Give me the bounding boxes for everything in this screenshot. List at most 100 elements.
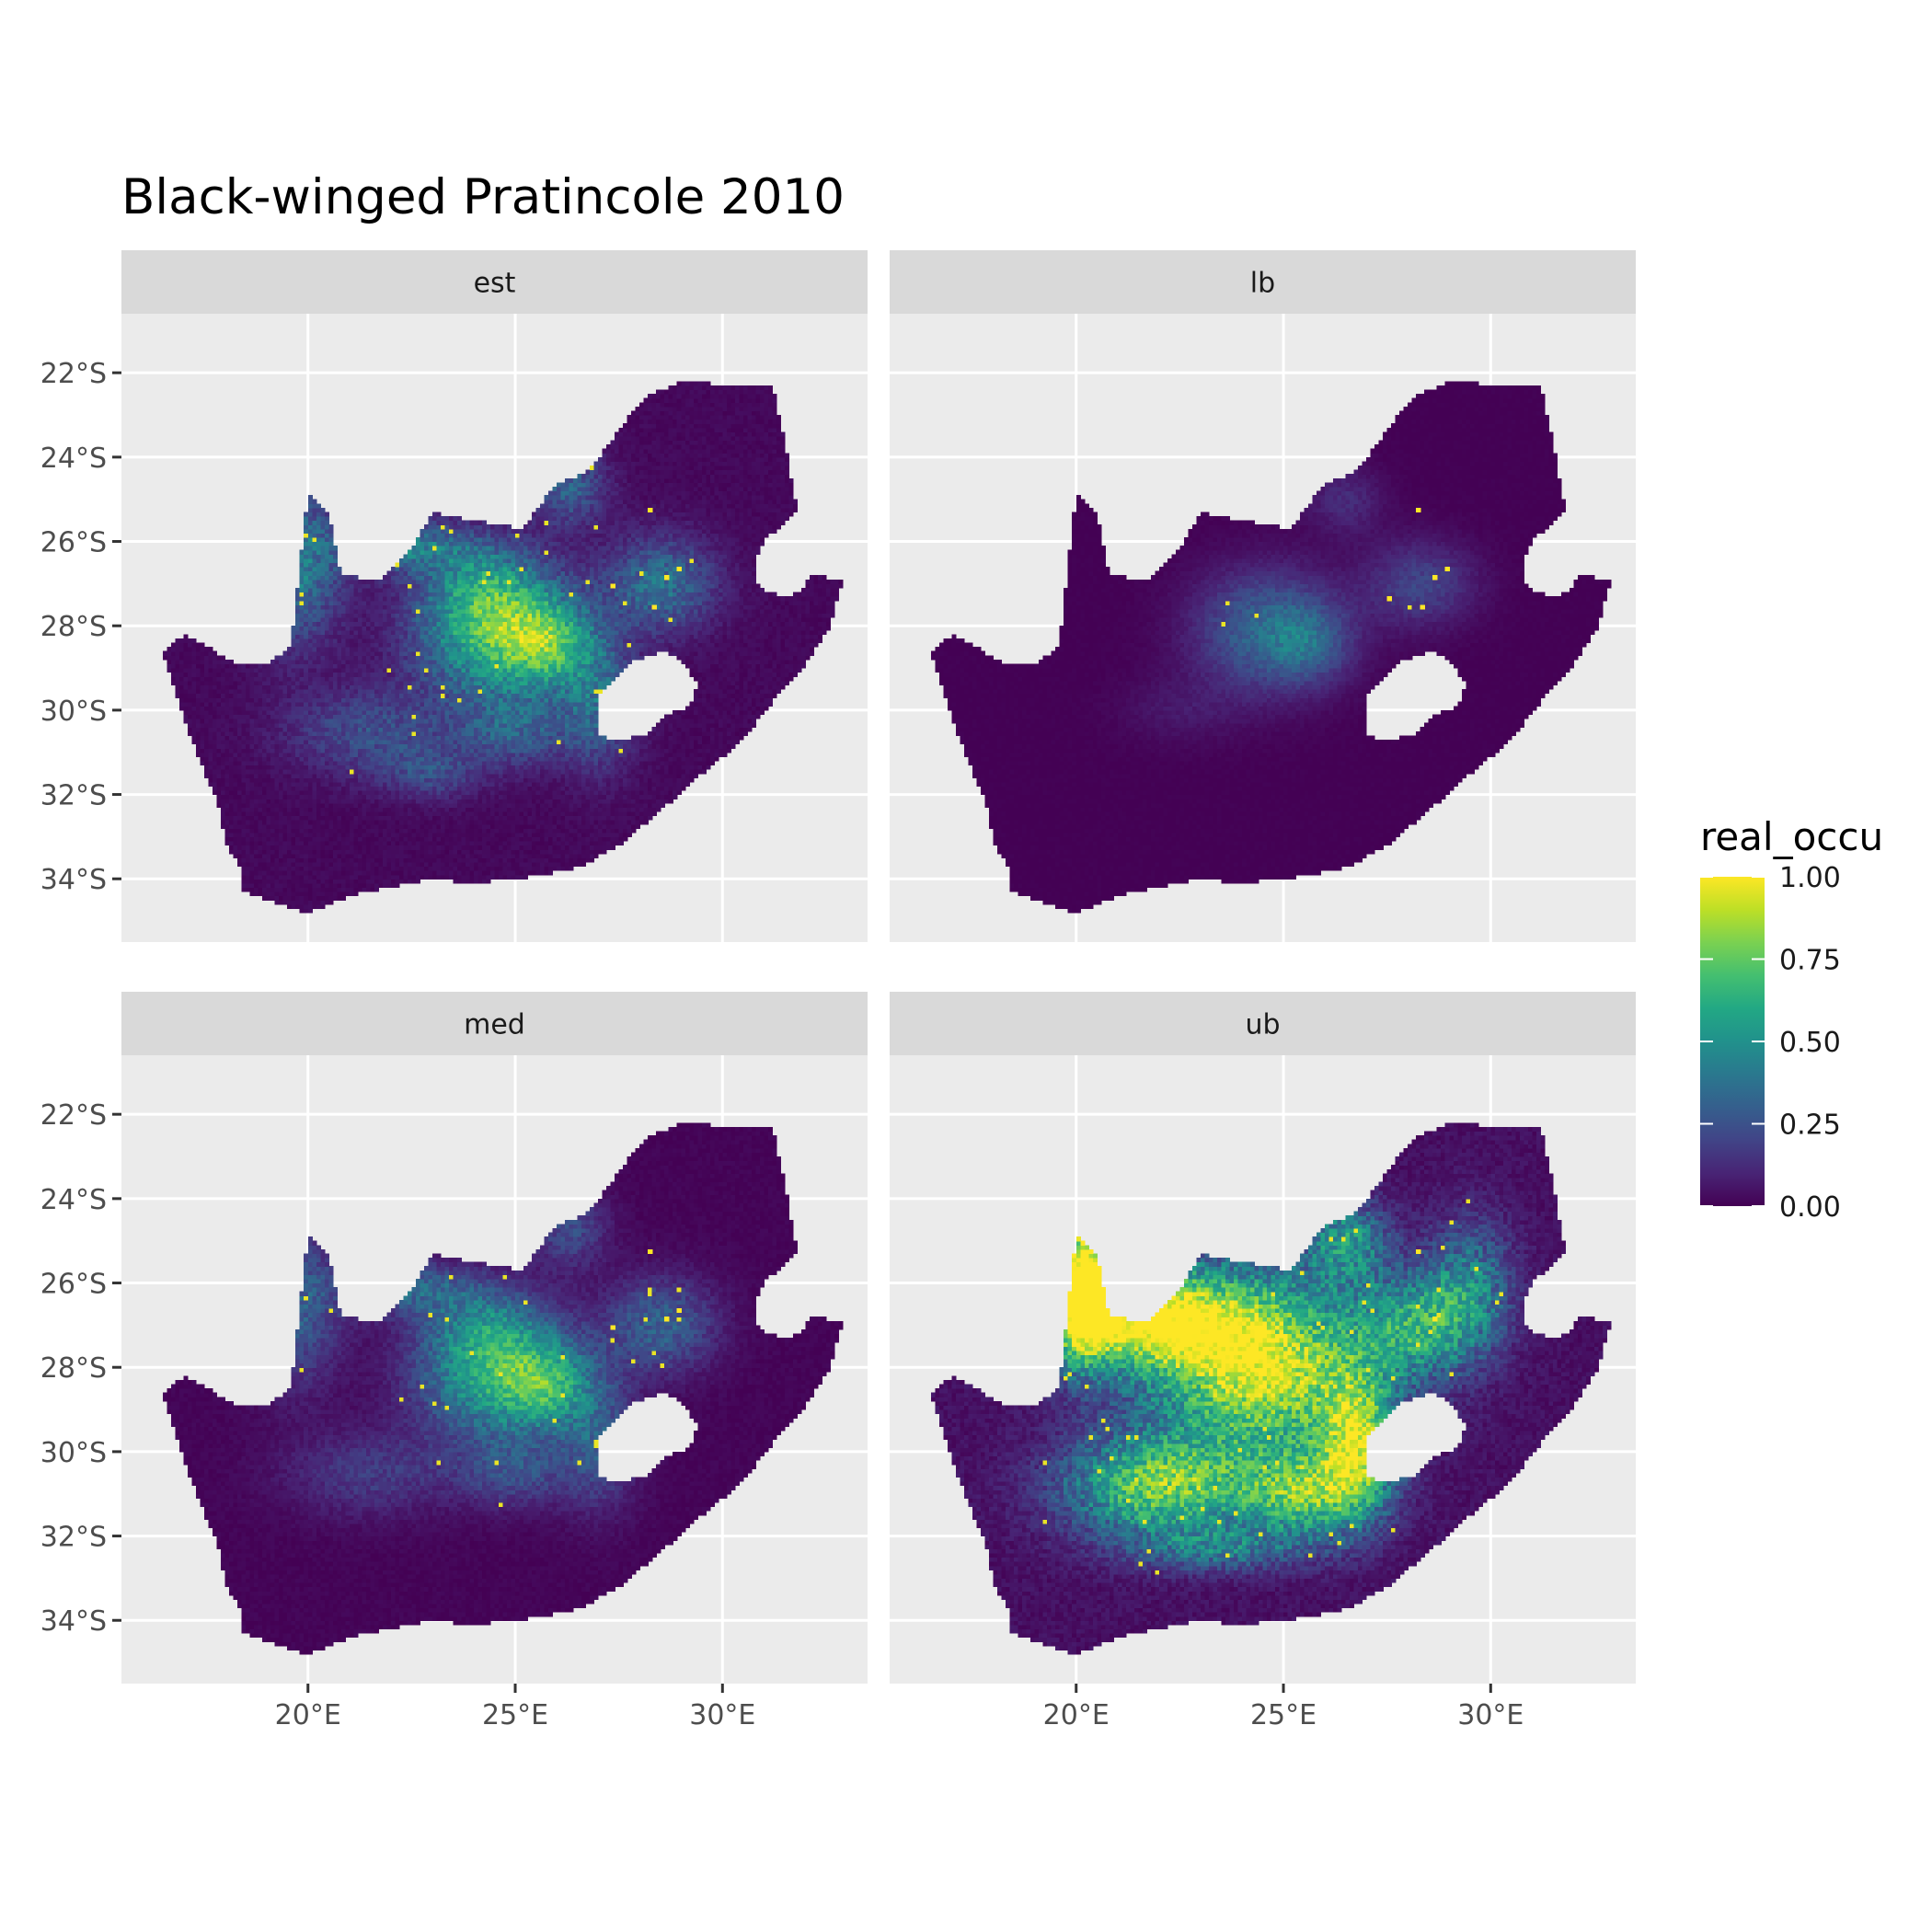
raster-cell bbox=[420, 693, 425, 698]
raster-cell bbox=[398, 722, 405, 728]
raster-cell bbox=[751, 719, 756, 724]
raster-cell bbox=[693, 748, 698, 753]
raster-cell bbox=[312, 777, 317, 783]
raster-cell bbox=[357, 769, 362, 775]
raster-cell bbox=[535, 811, 541, 817]
raster-cell bbox=[299, 727, 305, 732]
raster-cell bbox=[378, 730, 384, 736]
raster-cell bbox=[407, 879, 413, 884]
raster-cell bbox=[200, 706, 205, 711]
raster-cell bbox=[440, 714, 446, 719]
raster-cell bbox=[249, 781, 255, 787]
raster-cell bbox=[254, 870, 259, 876]
raster-cell bbox=[477, 866, 483, 871]
raster-cell bbox=[249, 790, 255, 796]
raster-cell bbox=[332, 719, 338, 724]
raster-cell bbox=[316, 706, 321, 711]
raster-cell bbox=[436, 853, 442, 858]
raster-cell bbox=[237, 760, 243, 766]
raster-cell bbox=[304, 845, 309, 850]
raster-cell bbox=[282, 706, 288, 711]
raster-cell bbox=[254, 714, 259, 719]
raster-cell bbox=[448, 719, 454, 724]
raster-cell bbox=[444, 811, 450, 817]
raster-cell bbox=[448, 794, 454, 799]
raster-cell bbox=[415, 748, 421, 753]
raster-cell bbox=[262, 849, 268, 855]
raster-cell bbox=[370, 786, 375, 791]
raster-cell bbox=[382, 820, 388, 825]
raster-cell bbox=[353, 730, 359, 736]
raster-cell bbox=[407, 820, 413, 825]
raster-cell bbox=[196, 727, 201, 732]
raster-cell bbox=[540, 845, 546, 850]
raster-cell bbox=[183, 719, 189, 724]
raster-cell bbox=[221, 786, 226, 791]
raster-cell bbox=[461, 820, 466, 825]
raster-cell bbox=[477, 769, 483, 775]
raster-cell bbox=[345, 807, 351, 812]
raster-cell bbox=[353, 853, 359, 858]
raster-cell bbox=[188, 727, 193, 732]
raster-cell bbox=[196, 722, 201, 728]
raster-cell bbox=[581, 832, 587, 837]
raster-cell bbox=[664, 740, 670, 745]
raster-cell bbox=[511, 760, 516, 766]
raster-cell bbox=[320, 887, 326, 892]
raster-cell bbox=[668, 714, 673, 719]
raster-cell bbox=[552, 760, 558, 766]
raster-cell bbox=[569, 781, 574, 787]
raster-cell bbox=[299, 769, 305, 775]
raster-cell bbox=[254, 811, 259, 817]
raster-cell bbox=[477, 697, 483, 703]
raster-cell bbox=[739, 727, 744, 732]
raster-cell bbox=[428, 765, 433, 770]
raster-cell bbox=[324, 845, 329, 850]
raster-cell bbox=[328, 781, 334, 787]
raster-cell bbox=[337, 874, 342, 880]
raster-cell bbox=[349, 730, 354, 736]
raster-cell bbox=[241, 807, 247, 812]
raster-cell bbox=[316, 701, 321, 707]
raster-cell bbox=[291, 722, 296, 728]
raster-cell bbox=[345, 820, 351, 825]
raster-cell bbox=[469, 853, 475, 858]
raster-cell bbox=[382, 752, 388, 757]
raster-cell bbox=[332, 861, 338, 868]
raster-cell bbox=[208, 781, 213, 787]
raster-cell bbox=[320, 719, 326, 724]
raster-cell bbox=[378, 799, 384, 804]
raster-cell bbox=[407, 849, 413, 855]
raster-cell bbox=[229, 743, 235, 749]
raster-cell bbox=[664, 730, 670, 736]
raster-cell bbox=[420, 743, 425, 749]
raster-cell bbox=[585, 820, 591, 825]
raster-cell bbox=[241, 714, 247, 719]
raster-cell bbox=[415, 740, 421, 745]
raster-cell bbox=[307, 748, 313, 753]
raster-cell bbox=[444, 765, 450, 770]
raster-cell bbox=[428, 802, 433, 808]
raster-cell bbox=[627, 815, 632, 821]
raster-cell bbox=[664, 777, 670, 783]
raster-cell bbox=[544, 870, 549, 876]
raster-cell bbox=[191, 740, 197, 745]
raster-cell bbox=[585, 781, 591, 787]
raster-cell bbox=[684, 719, 690, 724]
raster-cell bbox=[755, 697, 761, 703]
raster-cell bbox=[382, 874, 388, 880]
raster-cell bbox=[739, 697, 744, 703]
raster-cell bbox=[436, 709, 442, 716]
raster-cell bbox=[548, 799, 554, 804]
raster-cell bbox=[511, 743, 516, 749]
raster-cell bbox=[282, 693, 288, 698]
raster-cell bbox=[474, 820, 479, 825]
raster-cell bbox=[254, 756, 259, 762]
raster-cell bbox=[709, 748, 715, 753]
raster-cell bbox=[482, 730, 488, 736]
raster-cell bbox=[299, 730, 305, 736]
raster-cell bbox=[208, 727, 213, 732]
raster-cell bbox=[557, 769, 562, 775]
raster-cell bbox=[395, 777, 400, 783]
raster-cell bbox=[474, 836, 479, 842]
